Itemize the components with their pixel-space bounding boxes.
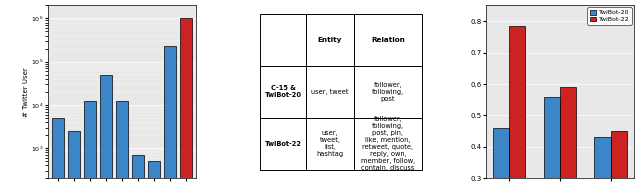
Bar (509, 26, 525, 182)
Bar (84, 102, 96, 182)
Bar (116, 102, 128, 182)
Bar (68, 131, 80, 182)
Bar (493, 128, 509, 182)
Bar (52, 118, 63, 182)
Bar (560, 87, 576, 182)
Bar (543, 97, 560, 182)
Bar (611, 131, 627, 182)
Bar (595, 137, 611, 182)
Bar (180, 18, 192, 182)
Legend: TwiBot-20, TwiBot-22: TwiBot-20, TwiBot-22 (588, 7, 632, 25)
Bar (132, 155, 144, 182)
Y-axis label: # Twitter User: # Twitter User (22, 67, 29, 117)
Bar (100, 75, 112, 182)
Bar (148, 161, 160, 182)
Bar (164, 46, 176, 182)
